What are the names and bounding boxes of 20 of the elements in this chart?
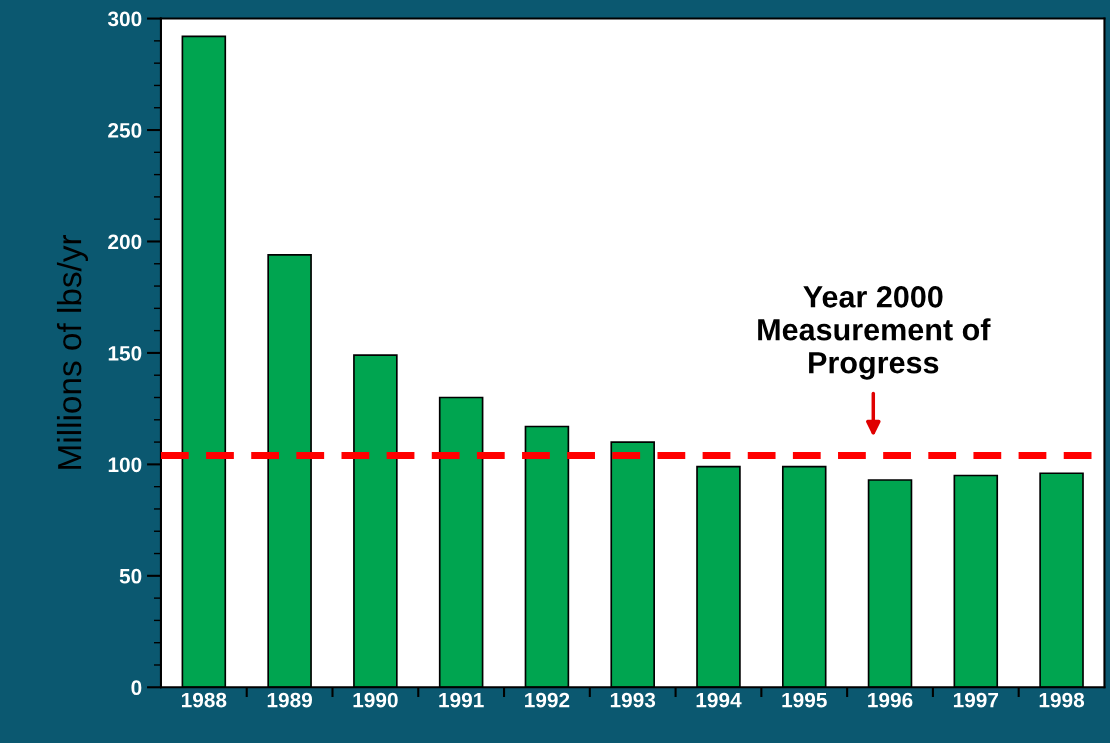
y-tick-label: 300 <box>107 11 142 27</box>
y-tick-label: 150 <box>108 345 142 361</box>
x-tick-label: 1992 <box>525 692 570 708</box>
x-tick-label: 1991 <box>439 692 484 708</box>
y-tick-label: 50 <box>119 568 142 584</box>
y-tick-label: 100 <box>108 457 142 473</box>
x-tick-label: 1998 <box>1039 692 1085 708</box>
x-tick-label: 1995 <box>782 692 827 708</box>
x-tick-label: 1994 <box>696 692 742 708</box>
x-tick-label: 1990 <box>353 692 398 708</box>
y-tick-label: 250 <box>108 123 142 138</box>
annotation: Year 2000 Measurement of Progress <box>758 286 991 380</box>
x-tick-label: 1988 <box>181 692 227 708</box>
y-axis-title: Millions of lbs/yr <box>56 234 88 469</box>
y-tick-label: 200 <box>108 234 142 250</box>
y-tick-label: 0 <box>131 680 142 696</box>
x-tick-label: 1997 <box>953 692 999 708</box>
x-tick-label: 1993 <box>610 692 656 708</box>
x-tick-label: 1996 <box>868 692 913 708</box>
x-tick-label: 1989 <box>267 692 313 708</box>
